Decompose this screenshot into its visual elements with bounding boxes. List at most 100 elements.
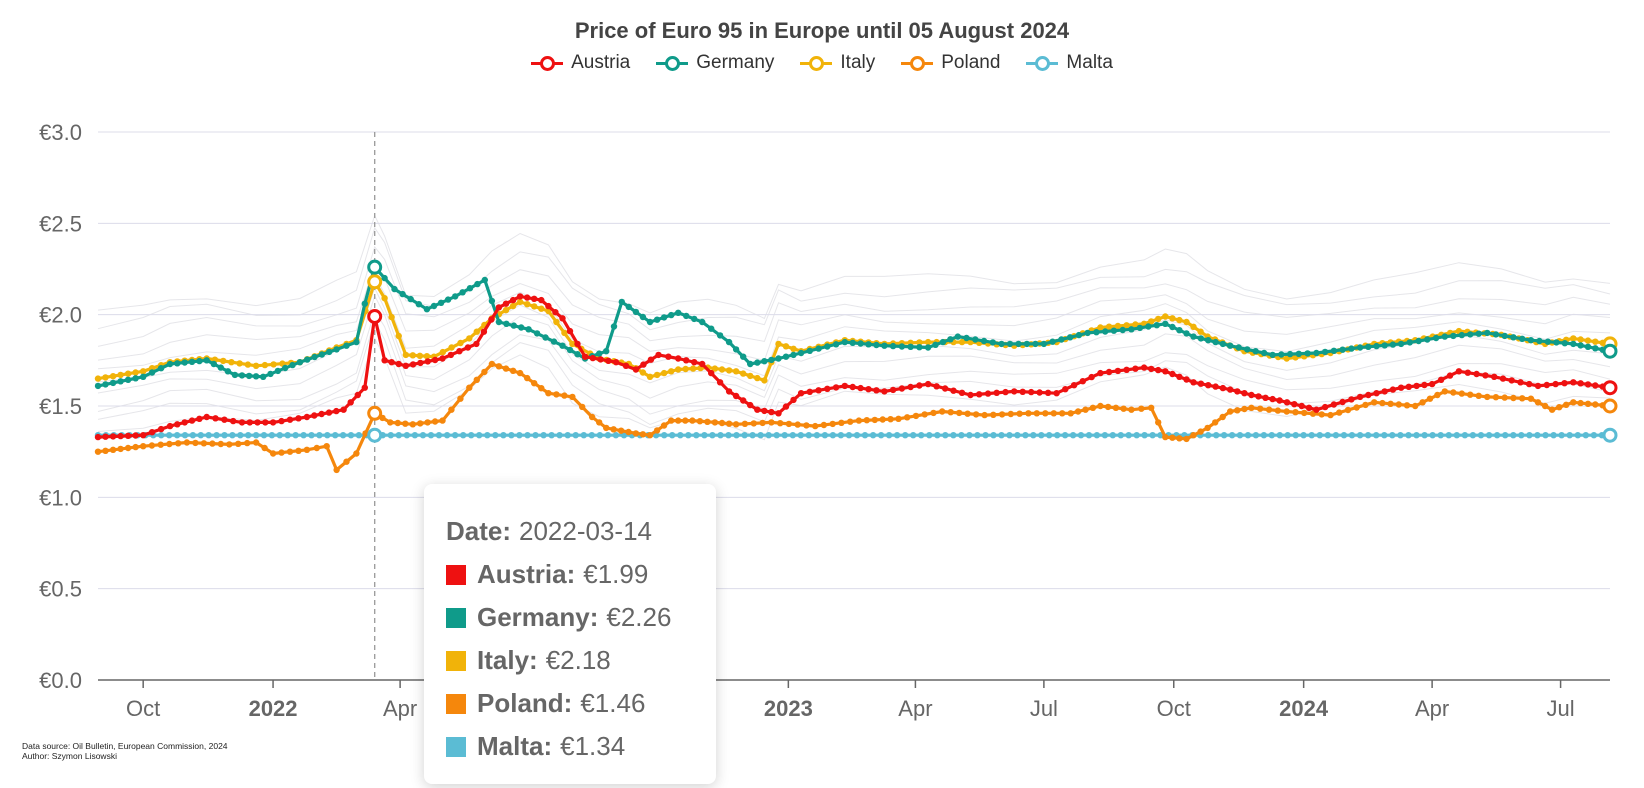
series-point xyxy=(140,368,147,375)
series-point xyxy=(183,439,191,446)
series-point xyxy=(1119,326,1126,334)
series-point xyxy=(1128,406,1135,413)
series-point xyxy=(596,432,604,439)
series-point xyxy=(1197,428,1204,435)
series-point xyxy=(832,384,840,391)
series-point xyxy=(972,411,980,418)
series-point xyxy=(237,432,244,439)
series-point xyxy=(815,345,822,352)
series-point xyxy=(797,432,804,439)
series-point xyxy=(1074,408,1082,415)
series-point xyxy=(924,338,932,346)
series-point xyxy=(640,361,647,368)
series-point xyxy=(1332,432,1340,439)
series-point xyxy=(655,351,662,359)
series-point xyxy=(1255,393,1262,400)
series-point xyxy=(1536,337,1543,345)
series-point xyxy=(1397,384,1405,391)
series-point xyxy=(1088,373,1095,381)
series-point xyxy=(740,397,747,404)
series-point xyxy=(1049,338,1056,345)
series-point xyxy=(675,366,682,373)
series-point xyxy=(873,387,880,394)
series-point xyxy=(1450,332,1457,340)
series-point xyxy=(166,432,173,439)
series-point xyxy=(388,313,395,321)
series-point xyxy=(1577,380,1584,387)
series-point xyxy=(998,432,1005,439)
series-point xyxy=(1577,342,1584,349)
series-point xyxy=(1085,432,1093,439)
series-point xyxy=(768,419,775,426)
legend-item-poland[interactable]: Poland xyxy=(901,52,1000,74)
series-point xyxy=(653,427,661,434)
series-point xyxy=(205,432,212,439)
series-point xyxy=(387,419,394,426)
series-point xyxy=(238,419,246,426)
series-point xyxy=(1123,366,1130,373)
series-point xyxy=(260,432,268,439)
series-point xyxy=(754,359,761,366)
series-point xyxy=(947,336,954,343)
series-point xyxy=(972,336,979,343)
series-point xyxy=(1002,388,1009,396)
x-tick-label: Apr xyxy=(383,696,417,721)
series-point xyxy=(1437,432,1444,439)
series-point xyxy=(1446,372,1454,379)
series-point xyxy=(1148,318,1155,325)
series-point xyxy=(1469,432,1477,439)
series-point xyxy=(777,420,784,427)
series-point xyxy=(1566,432,1573,439)
series-point xyxy=(552,309,559,316)
series-point xyxy=(1458,331,1466,339)
series-point xyxy=(1584,343,1592,350)
series-point xyxy=(295,415,302,422)
legend-item-italy[interactable]: Italy xyxy=(800,52,875,74)
legend-item-malta[interactable]: Malta xyxy=(1026,52,1113,74)
series-point xyxy=(495,363,503,370)
series-point xyxy=(711,365,719,372)
series-point xyxy=(704,418,711,425)
series-point xyxy=(732,346,740,353)
series-point xyxy=(639,313,647,321)
series-point xyxy=(140,373,147,380)
y-tick-label: €2.0 xyxy=(39,303,82,328)
series-point xyxy=(1356,393,1364,401)
series-point xyxy=(1265,406,1273,413)
legend-item-austria[interactable]: Austria xyxy=(531,52,630,74)
series-point xyxy=(916,344,923,351)
series-point xyxy=(855,417,863,424)
series-point xyxy=(1162,433,1169,441)
tooltip-series-label: Italy: xyxy=(477,645,538,675)
series-point xyxy=(424,358,431,365)
series-point xyxy=(693,432,700,439)
series-point xyxy=(646,373,654,380)
series-point xyxy=(1421,432,1428,439)
series-point xyxy=(296,359,304,366)
series-point xyxy=(725,420,733,427)
series-point xyxy=(963,334,970,342)
series-point xyxy=(419,432,427,439)
legend: Austria Germany Italy Poland Malta xyxy=(0,52,1644,74)
series-point xyxy=(221,416,228,423)
series-point xyxy=(1484,329,1491,337)
series-point xyxy=(1030,432,1037,439)
series-point xyxy=(1542,432,1549,439)
series-point xyxy=(94,375,102,382)
series-point xyxy=(1570,379,1577,386)
series-point xyxy=(881,342,888,349)
series-point xyxy=(213,432,220,439)
series-point xyxy=(879,416,886,423)
series-point xyxy=(323,443,330,450)
series-point xyxy=(1501,394,1508,401)
series-point xyxy=(1044,389,1052,396)
series-point xyxy=(1570,399,1577,406)
series-point xyxy=(1397,432,1404,439)
series-point xyxy=(473,340,480,348)
legend-item-germany[interactable]: Germany xyxy=(656,52,774,74)
series-point xyxy=(435,432,443,439)
series-point xyxy=(610,426,617,433)
series-point xyxy=(989,339,996,346)
series-point xyxy=(1016,410,1023,417)
background-line xyxy=(97,214,1611,320)
